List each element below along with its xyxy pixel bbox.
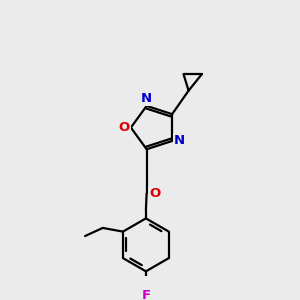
Text: F: F <box>141 290 151 300</box>
Text: N: N <box>174 134 185 147</box>
Text: O: O <box>149 187 160 200</box>
Text: O: O <box>118 121 130 134</box>
Text: N: N <box>140 92 152 105</box>
